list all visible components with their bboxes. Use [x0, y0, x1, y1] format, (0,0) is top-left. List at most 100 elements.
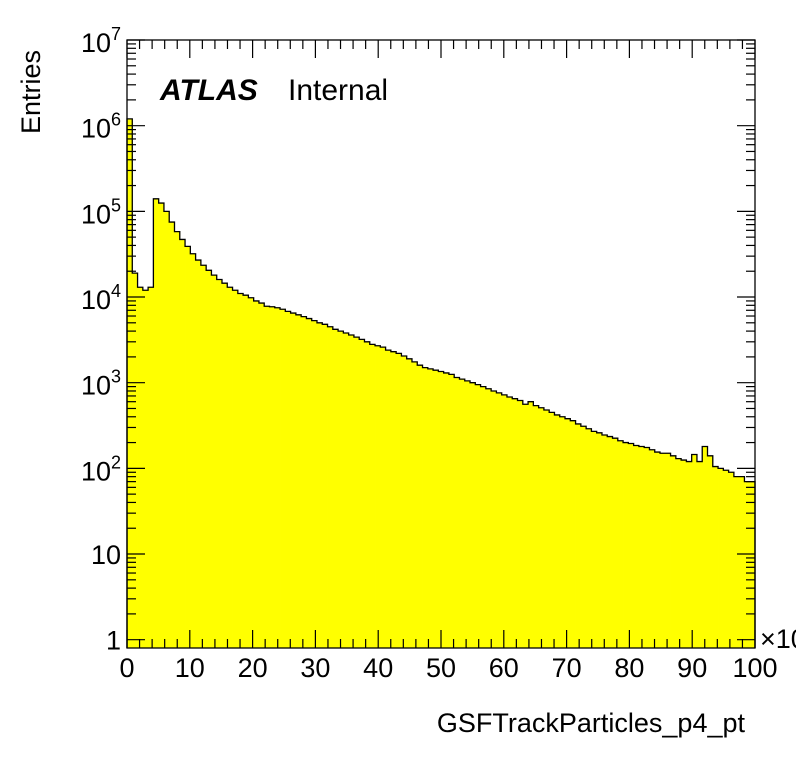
histogram-bin	[396, 353, 402, 648]
x-tick-label: 60	[489, 653, 519, 683]
histogram-bin	[127, 118, 133, 648]
histogram-bin	[221, 283, 228, 648]
histogram-bin	[707, 455, 714, 648]
histogram-bin	[633, 445, 640, 648]
histogram-bin	[623, 442, 629, 648]
histogram-bin	[433, 370, 439, 648]
x-tick-label: 100	[732, 653, 777, 683]
histogram-bin	[253, 300, 260, 648]
histogram-bin	[269, 306, 276, 648]
histogram-bin	[491, 390, 497, 648]
x-tick-label: 40	[363, 653, 393, 683]
histogram-bin	[311, 320, 318, 648]
histogram-bin	[174, 231, 181, 648]
histogram-bin	[485, 388, 492, 648]
x-tick-label: 20	[238, 653, 268, 683]
x-axis-multiplier: ×10	[760, 624, 796, 654]
histogram-bin	[675, 458, 682, 648]
histogram-bin	[617, 440, 624, 648]
y-tick-label: 103	[81, 367, 121, 401]
histogram-bin	[390, 351, 397, 648]
y-tick-label: 107	[81, 24, 121, 58]
histogram-bin	[185, 246, 191, 649]
histogram-bin	[570, 420, 576, 648]
histogram-bin	[232, 290, 239, 648]
histogram-bin	[264, 306, 270, 648]
histogram-bin	[195, 260, 202, 648]
histogram-bin	[322, 324, 328, 648]
histogram-bin	[686, 461, 693, 648]
axis-ticks	[126, 39, 756, 648]
histogram-bin	[190, 253, 197, 648]
histogram-bin	[353, 337, 360, 648]
histogram-bin	[417, 365, 423, 648]
histogram-bin	[712, 466, 719, 648]
histogram-bin	[601, 435, 608, 648]
histogram-bin	[549, 412, 555, 648]
histogram-bin	[285, 311, 291, 648]
histogram-bin	[628, 443, 635, 648]
histogram-bin	[380, 347, 386, 648]
histogram-bin	[728, 472, 735, 648]
histogram-bin	[211, 275, 218, 648]
histogram-bin	[406, 358, 413, 648]
histogram-bin	[522, 404, 529, 648]
histogram-bin	[702, 446, 708, 648]
y-tick-label: 104	[81, 281, 121, 315]
histogram-bin	[227, 287, 233, 648]
histogram-bin	[438, 371, 445, 648]
y-tick-label: 106	[81, 110, 121, 144]
histogram-bin	[427, 368, 434, 648]
histogram-bin	[301, 316, 307, 648]
histogram-bin	[739, 476, 745, 648]
histogram-bin	[422, 367, 429, 648]
histogram-bin	[470, 382, 476, 648]
histogram-bin	[543, 409, 550, 648]
histogram-bin	[369, 344, 376, 648]
histogram-bin	[517, 400, 524, 648]
histogram-bin	[316, 322, 323, 648]
atlas-label: ATLAS	[159, 74, 258, 107]
histogram-bin	[343, 333, 350, 648]
histogram-bin	[148, 287, 154, 648]
histogram-bin	[454, 377, 460, 648]
histogram-bin	[169, 222, 175, 648]
histogram-bin	[243, 295, 249, 648]
x-tick-label: 50	[426, 653, 456, 683]
histogram-bin	[580, 426, 587, 648]
histogram-bin	[654, 452, 661, 648]
histogram-bin	[280, 309, 286, 648]
histogram-bin	[480, 386, 487, 648]
histogram-bin	[596, 432, 603, 648]
histogram-bin	[200, 265, 207, 648]
histogram-bin	[290, 313, 297, 648]
histogram-bin	[612, 438, 619, 648]
x-tick-label: 70	[552, 653, 582, 683]
x-tick-label: 30	[300, 653, 330, 683]
x-tick-label: 0	[119, 653, 134, 683]
histogram-bin	[528, 401, 534, 648]
histogram-bin	[691, 454, 698, 648]
histogram-bin	[132, 273, 138, 648]
histogram-bin	[475, 384, 481, 648]
x-tick-label: 10	[175, 653, 205, 683]
histogram-bin	[496, 392, 503, 648]
histogram-bin	[681, 460, 687, 648]
histogram-bin	[258, 303, 265, 648]
histogram-bin	[295, 314, 302, 648]
histogram-bin	[364, 341, 371, 648]
histogram-bin	[591, 431, 598, 648]
histogram-bin	[158, 203, 165, 648]
histogram-bin	[248, 297, 255, 648]
histogram-bin	[554, 414, 561, 648]
internal-label: Internal	[288, 74, 388, 107]
histogram-bin	[327, 326, 334, 648]
histogram-bin	[538, 407, 545, 648]
histogram-bin	[565, 418, 571, 648]
x-tick-label: 80	[614, 653, 644, 683]
histogram-bin	[723, 470, 730, 648]
histogram-bin	[670, 455, 677, 648]
histogram-bin	[153, 198, 160, 648]
histogram-bin	[464, 380, 471, 648]
histogram-bin	[348, 335, 355, 648]
